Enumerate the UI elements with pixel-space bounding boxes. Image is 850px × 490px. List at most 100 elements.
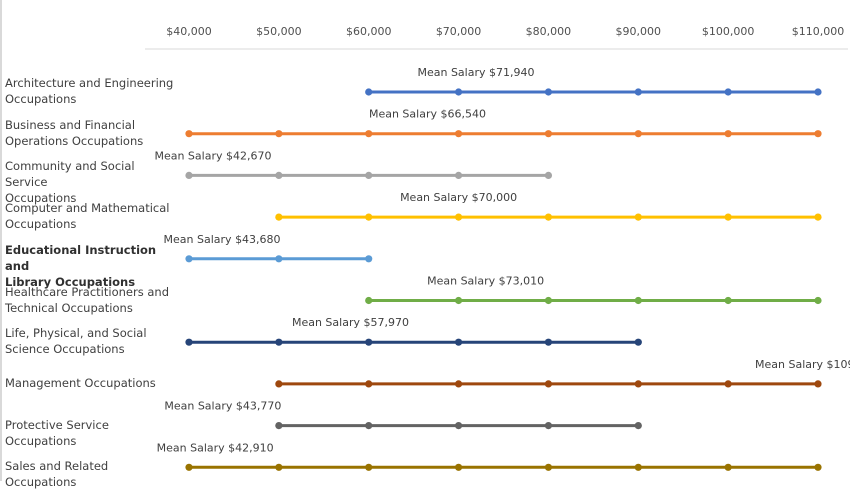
category-label-line: Occupations — [5, 217, 77, 232]
data-point — [275, 338, 283, 346]
data-point — [454, 338, 463, 346]
left-edge-rule — [0, 0, 2, 481]
data-point — [185, 463, 193, 471]
data-point — [724, 296, 732, 305]
data-point — [544, 130, 553, 138]
mean-salary-label: Mean Salary $71,940 — [417, 66, 534, 79]
mean-salary-label: Mean Salary $70,000 — [400, 191, 517, 204]
category-label-line: Occupations — [5, 92, 77, 106]
category-label: Protective Service Occupations — [5, 417, 177, 449]
data-point — [544, 422, 553, 430]
category-label: Community and Social Service Occupations — [5, 158, 177, 206]
data-point — [814, 296, 822, 305]
x-tick-label: $50,000 — [256, 25, 302, 38]
data-point — [724, 380, 732, 388]
category-label-line: Healthcare Practitioners and — [5, 284, 169, 299]
data-point — [454, 88, 463, 96]
mean-salary-label: Mean Salary $66,540 — [369, 108, 486, 121]
category-label-line: Life, Physical, and Social — [5, 326, 147, 341]
category-label: Healthcare Practitioners and Technical Oc… — [5, 284, 177, 316]
data-point — [544, 463, 553, 471]
category-label: Computer and Mathematical Occupations — [5, 200, 177, 232]
data-point — [365, 380, 373, 388]
x-tick-label: $100,000 — [702, 25, 755, 38]
data-point — [365, 213, 373, 221]
data-point — [724, 213, 732, 221]
data-point — [454, 296, 463, 305]
mean-salary-label: Mean Salary $43,770 — [164, 400, 281, 413]
data-point — [634, 422, 642, 430]
data-point — [634, 88, 642, 96]
category-label-line: Community and Social Service — [5, 159, 135, 190]
x-tick-label: $80,000 — [526, 25, 572, 38]
data-point — [634, 130, 642, 138]
category-label: Life, Physical, and Social Science Occupa… — [5, 325, 177, 357]
data-point — [454, 171, 463, 179]
mean-salary-label: Mean Salary $42,910 — [157, 441, 274, 454]
data-point — [544, 380, 553, 388]
mean-salary-label: Mean Salary $73,010 — [427, 275, 544, 288]
data-point — [365, 130, 373, 138]
data-point — [275, 463, 283, 471]
data-point — [634, 380, 642, 388]
data-point — [275, 255, 283, 263]
data-point — [365, 171, 373, 179]
category-label-line: Science Occupations — [5, 342, 125, 357]
x-tick-label: $60,000 — [346, 25, 392, 38]
category-label-line: Occupations — [5, 191, 77, 206]
data-point — [185, 338, 193, 346]
data-point — [454, 213, 463, 221]
data-point — [544, 88, 553, 96]
data-point — [275, 422, 283, 430]
data-point — [454, 130, 463, 138]
data-point — [185, 171, 193, 179]
data-point — [544, 171, 553, 179]
data-point — [185, 130, 193, 138]
data-point — [634, 338, 642, 346]
data-point — [365, 463, 373, 471]
category-label-line: Sales and Related Occupations — [5, 459, 109, 490]
x-tick-label: $90,000 — [616, 25, 662, 38]
data-point — [365, 296, 373, 305]
data-point — [544, 213, 553, 221]
category-label-line: Management Occupations — [5, 375, 156, 390]
data-point — [634, 296, 642, 305]
category-label-line: Library Occupations — [5, 274, 136, 289]
data-point — [814, 130, 822, 138]
category-label: Architecture and Engineering Occupations — [5, 75, 177, 107]
data-point — [544, 338, 553, 346]
data-point — [275, 213, 283, 221]
data-point — [365, 88, 373, 96]
data-point — [814, 88, 822, 96]
data-point — [365, 422, 373, 430]
data-point — [814, 213, 822, 221]
data-point — [275, 171, 283, 179]
x-tick-label: $70,000 — [436, 25, 482, 38]
data-point — [275, 380, 283, 388]
data-point — [814, 380, 822, 388]
category-label-line: Business and Financial — [5, 117, 136, 132]
category-label: Business and Financial Operations Occupat… — [5, 117, 177, 149]
category-label-line: Educational Instruction and — [5, 242, 157, 273]
category-label: Sales and Related Occupations — [5, 458, 177, 490]
category-label: Management Occupations — [5, 375, 177, 391]
data-point — [544, 296, 553, 305]
mean-salary-label: Mean Salary $42,670 — [154, 149, 271, 162]
category-label-line: Operations Occupations — [5, 133, 144, 148]
category-label-line: Computer and Mathematical — [5, 201, 170, 216]
data-point — [454, 422, 463, 430]
x-tick-label: $110,000 — [792, 25, 845, 38]
category-label-line: Technical Occupations — [5, 300, 133, 315]
data-point — [814, 463, 822, 471]
data-point — [724, 463, 732, 471]
data-point — [454, 380, 463, 388]
mean-salary-label: Mean Salary $109,890 — [755, 358, 850, 371]
data-point — [365, 338, 373, 346]
data-point — [634, 213, 642, 221]
category-label-line: Protective Service Occupations — [5, 417, 109, 448]
data-point — [724, 130, 732, 138]
category-label: Educational Instruction and Library Occup… — [5, 242, 177, 290]
mean-salary-label: Mean Salary $57,970 — [292, 316, 409, 329]
data-point — [724, 88, 732, 96]
